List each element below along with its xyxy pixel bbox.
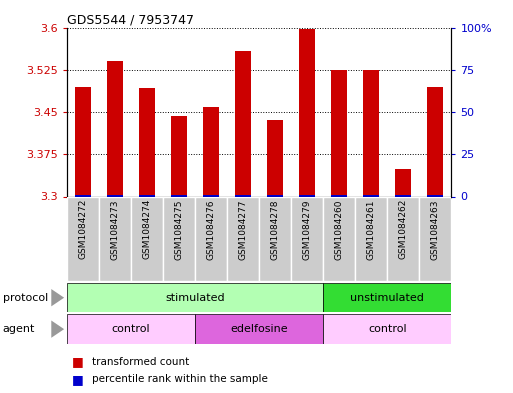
Text: GSM1084279: GSM1084279 — [303, 199, 312, 259]
Text: protocol: protocol — [3, 293, 48, 303]
Bar — [323, 196, 355, 281]
Bar — [203, 108, 219, 196]
Bar — [331, 70, 347, 196]
Bar — [163, 196, 195, 281]
Bar — [291, 196, 323, 281]
Bar — [171, 116, 187, 196]
Text: GSM1084274: GSM1084274 — [142, 199, 151, 259]
Bar — [107, 61, 123, 196]
Bar — [396, 195, 411, 196]
Bar — [195, 314, 323, 344]
Bar — [139, 195, 155, 196]
Bar — [131, 196, 163, 281]
Bar — [267, 195, 283, 196]
Bar — [195, 196, 227, 281]
Bar — [98, 196, 131, 281]
Bar — [67, 283, 323, 312]
Text: GSM1084273: GSM1084273 — [110, 199, 120, 259]
Bar — [67, 196, 98, 281]
Bar — [427, 195, 443, 196]
Text: GSM1084272: GSM1084272 — [78, 199, 87, 259]
Bar — [267, 120, 283, 196]
Bar — [331, 195, 347, 196]
Bar — [235, 195, 251, 196]
Bar — [323, 283, 451, 312]
Bar — [355, 196, 387, 281]
Bar — [107, 195, 123, 196]
Bar — [67, 314, 195, 344]
Text: GSM1084277: GSM1084277 — [239, 199, 248, 259]
Text: transformed count: transformed count — [92, 356, 190, 367]
Text: stimulated: stimulated — [165, 293, 225, 303]
Text: control: control — [111, 324, 150, 334]
Bar — [420, 196, 451, 281]
Text: unstimulated: unstimulated — [350, 293, 424, 303]
Bar — [139, 88, 155, 196]
Text: GSM1084276: GSM1084276 — [206, 199, 215, 259]
Bar — [235, 51, 251, 196]
Bar — [323, 314, 451, 344]
Bar — [75, 195, 91, 196]
Bar — [75, 86, 91, 196]
Bar — [299, 195, 315, 196]
Bar — [299, 29, 315, 196]
Text: agent: agent — [3, 324, 35, 334]
Bar — [203, 195, 219, 196]
Text: percentile rank within the sample: percentile rank within the sample — [92, 374, 268, 384]
Text: GSM1084261: GSM1084261 — [367, 199, 376, 259]
Text: edelfosine: edelfosine — [230, 324, 288, 334]
Text: ■: ■ — [72, 355, 84, 368]
Bar — [363, 195, 379, 196]
Text: control: control — [368, 324, 407, 334]
Text: GDS5544 / 7953747: GDS5544 / 7953747 — [67, 14, 194, 27]
Text: GSM1084278: GSM1084278 — [270, 199, 280, 259]
Text: GSM1084260: GSM1084260 — [334, 199, 344, 259]
Bar — [387, 196, 420, 281]
Bar — [396, 169, 411, 196]
Text: ■: ■ — [72, 373, 84, 386]
Bar — [171, 195, 187, 196]
Bar — [227, 196, 259, 281]
Text: GSM1084275: GSM1084275 — [174, 199, 184, 259]
Bar — [427, 86, 443, 196]
Text: GSM1084262: GSM1084262 — [399, 199, 408, 259]
Text: GSM1084263: GSM1084263 — [431, 199, 440, 259]
Bar — [259, 196, 291, 281]
Bar — [363, 70, 379, 196]
